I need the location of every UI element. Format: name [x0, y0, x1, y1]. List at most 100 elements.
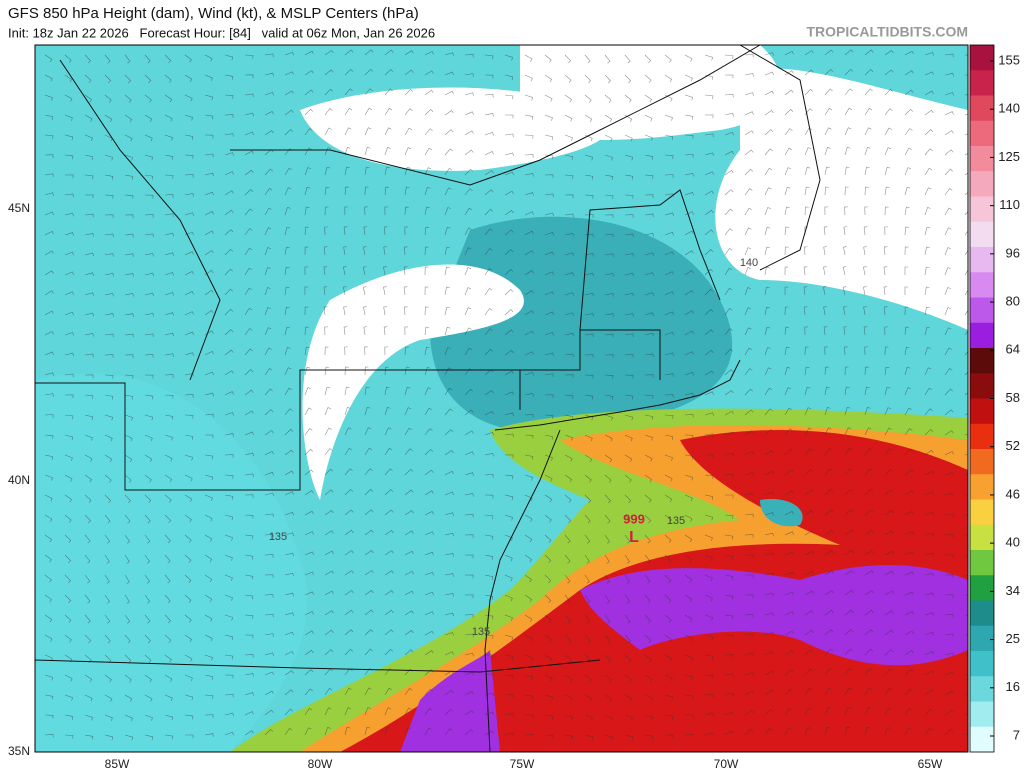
wind-barb [804, 127, 812, 136]
colorbar-label: 125 [998, 149, 1020, 164]
wind-barb [364, 346, 368, 356]
wind-barb [584, 654, 592, 663]
wind-barb [104, 634, 111, 644]
wind-barb [244, 112, 254, 117]
wind-barb [924, 167, 933, 176]
wind-barb [383, 246, 387, 256]
wind-barb [944, 430, 954, 436]
colorbar-segment [970, 524, 994, 551]
wind-barb [124, 233, 134, 238]
wind-barb [584, 253, 594, 257]
wind-barb [584, 494, 592, 504]
wind-barb [944, 111, 954, 116]
wind-barb [944, 409, 954, 416]
wind-barb [224, 152, 234, 156]
wind-barb [264, 709, 274, 716]
wind-barb [904, 167, 912, 176]
wind-barb [524, 230, 534, 236]
wind-barb [784, 630, 794, 636]
wind-barb [884, 186, 890, 196]
wind-barb [144, 292, 154, 297]
wind-barb [364, 550, 374, 556]
wind-barb [124, 114, 133, 123]
wind-barb [484, 189, 494, 196]
wind-barb [544, 654, 553, 662]
wind-barb [124, 154, 133, 161]
wind-barb [304, 591, 314, 596]
wind-barb [204, 413, 214, 418]
wind-barb [844, 629, 854, 636]
wind-barb [324, 226, 328, 236]
wind-barb [863, 266, 867, 276]
wind-barb [704, 514, 714, 521]
wind-barb [84, 634, 92, 644]
wind-barb [362, 286, 367, 296]
wind-barb [904, 611, 914, 616]
wind-barb [644, 292, 654, 296]
wind-barb [404, 69, 414, 76]
wind-barb [224, 654, 234, 660]
wind-barb [644, 312, 654, 316]
wind-barb [104, 534, 111, 544]
wind-barb [624, 292, 634, 297]
wind-barb [944, 513, 954, 518]
wind-barb [164, 154, 174, 160]
wind-barb [364, 49, 374, 56]
wind-barb [104, 614, 111, 624]
wind-barb [304, 306, 309, 316]
wind-barb [164, 574, 171, 584]
wind-barb [524, 534, 533, 543]
wind-barb [124, 394, 134, 400]
wind-barb [362, 266, 367, 276]
wind-barb [764, 187, 772, 196]
wind-barb [724, 228, 733, 236]
wind-barb [924, 367, 932, 376]
wind-barb [624, 634, 631, 644]
wind-barb [284, 631, 294, 636]
wind-barb [824, 407, 831, 416]
wind-barb [704, 171, 714, 176]
wind-barb [584, 114, 593, 123]
wind-barb [724, 112, 734, 117]
map: 135 135 135 140 999 L [35, 45, 968, 752]
wind-barb [244, 410, 254, 416]
wind-barb [284, 207, 291, 216]
wind-barb [524, 634, 533, 642]
wind-barb [264, 671, 274, 676]
wind-barb [624, 354, 634, 358]
wind-barb [384, 386, 390, 396]
wind-barb [864, 550, 874, 556]
wind-barb [264, 130, 274, 136]
wind-barb [64, 554, 72, 564]
wind-barb [944, 671, 954, 676]
wind-barb [464, 111, 474, 116]
wind-barb [544, 74, 553, 83]
low-symbol: L [629, 529, 639, 546]
wind-barb [464, 327, 472, 336]
lon-label: 85W [105, 757, 130, 771]
wind-barb [364, 629, 374, 636]
wind-barb [224, 229, 234, 236]
wind-barb [564, 272, 574, 276]
wind-barb [804, 688, 813, 696]
wind-barb [744, 247, 752, 256]
wind-barb [424, 428, 433, 436]
wind-barb [664, 174, 674, 178]
wind-barb [124, 374, 134, 379]
wind-barb [124, 54, 131, 64]
wind-barb [244, 389, 254, 396]
wind-barb [664, 554, 672, 564]
wind-barb [104, 54, 111, 64]
wind-barb [363, 226, 368, 236]
wind-barb [44, 310, 54, 316]
wind-barb [324, 468, 334, 476]
wind-barb [564, 454, 573, 462]
wind-barb [484, 74, 494, 79]
wind-barb [664, 212, 674, 217]
wind-barb [444, 512, 454, 516]
wind-barb [284, 226, 291, 236]
wind-barb [484, 594, 494, 600]
wind-barb [884, 407, 892, 416]
wind-barb [664, 251, 674, 256]
wind-barb [184, 134, 194, 140]
